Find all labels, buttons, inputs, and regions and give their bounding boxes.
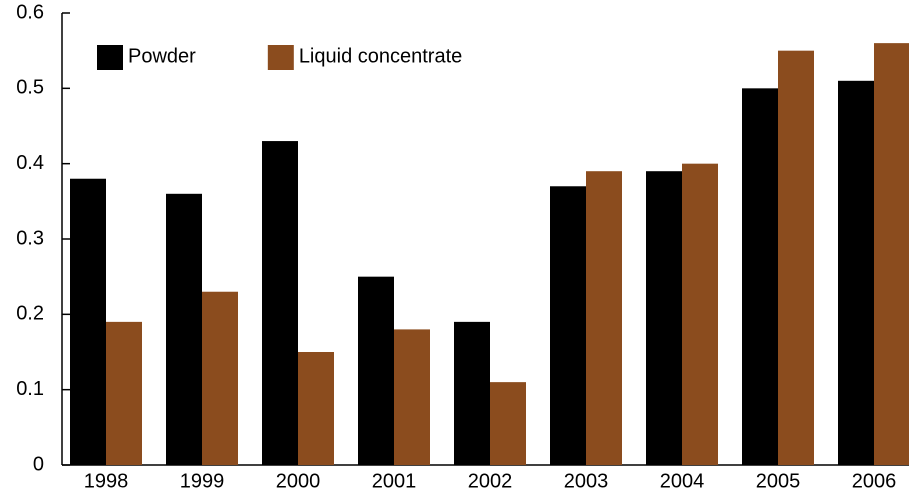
y-tick-label: 0.2 [16,303,44,325]
x-tick-label: 2000 [276,470,321,492]
bar [262,141,298,466]
bar [358,276,394,465]
bar [298,352,334,465]
y-tick-label: 0.1 [16,378,44,400]
bar [646,171,682,465]
bar [838,80,874,466]
y-tick-label: 0.6 [16,1,44,23]
bar [166,193,202,466]
x-tick-label: 2005 [756,470,801,492]
x-tick-label: 1998 [84,470,129,492]
y-tick-label: 0 [33,453,44,475]
bar [550,186,586,465]
y-tick-label: 0.3 [16,227,44,249]
bar [586,171,622,465]
x-tick-label: 2003 [564,470,609,492]
y-tick-label: 0.5 [16,77,44,99]
legend-swatch [267,45,294,70]
legend-label: Powder [128,45,196,67]
bar [742,88,778,465]
bar [70,178,106,465]
bar [106,321,142,465]
bar [454,321,490,465]
bar [202,291,238,465]
x-tick-label: 1999 [180,470,225,492]
x-tick-label: 2006 [852,470,897,492]
bar [778,50,814,466]
legend-label: Liquid concentrate [299,45,462,67]
y-tick-label: 0.4 [16,152,44,174]
bar [682,163,718,465]
bar [874,43,909,466]
x-tick-label: 2004 [660,470,705,492]
bar [394,329,430,465]
x-tick-label: 2001 [372,470,417,492]
bar [490,382,526,465]
legend-swatch [97,45,123,70]
x-tick-label: 2002 [468,470,513,492]
